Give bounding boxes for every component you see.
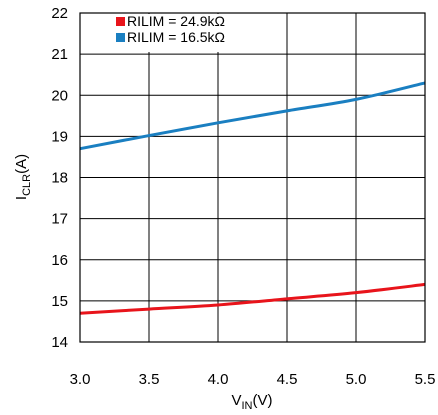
y-tick-label: 17: [51, 211, 68, 228]
legend-label-2: RILIM = 16.5kΩ: [127, 29, 225, 45]
x-tick-label: 5.5: [415, 371, 436, 388]
y-tick-label: 22: [51, 5, 68, 22]
x-axis-title-main: V: [231, 392, 241, 409]
y-tick-label: 15: [51, 293, 68, 310]
y-tick-label: 14: [51, 334, 68, 351]
y-tick-label: 20: [51, 87, 68, 104]
plot-frame: [79, 12, 426, 343]
legend-swatch-1: [116, 17, 125, 26]
legend-swatch-2: [116, 33, 125, 42]
x-tick-label: 4.5: [277, 371, 298, 388]
x-tick-labels: 3.0 3.5 4.0 4.5 5.0 5.5: [70, 371, 436, 388]
y-axis-title: ICLR(A): [13, 154, 33, 200]
series-layer: [79, 81, 426, 315]
y-tick-label: 19: [51, 128, 68, 145]
legend-label-1: RILIM = 24.9kΩ: [127, 13, 225, 29]
x-tick-label: 4.0: [208, 371, 229, 388]
series-line-1: [79, 282, 426, 315]
x-axis-title-sub: IN: [242, 400, 253, 412]
y-axis-title-unit: (A): [13, 154, 30, 174]
x-tick-label: 3.0: [70, 371, 91, 388]
y-tick-label: 21: [51, 46, 68, 63]
x-tick-label: 5.0: [346, 371, 367, 388]
x-tick-label: 3.5: [139, 371, 160, 388]
series-line-2: [79, 81, 426, 151]
y-tick-labels: 14 15 16 17 18 19 20 21 22: [51, 5, 68, 351]
y-axis-title-main: I: [13, 196, 30, 200]
y-tick-label: 18: [51, 170, 68, 187]
y-tick-label: 16: [51, 252, 68, 269]
y-axis-title-sub: CLR: [21, 174, 33, 196]
x-axis-title-unit: (V): [253, 392, 273, 409]
legend-box: [112, 14, 286, 52]
x-axis-title: VIN(V): [231, 392, 272, 412]
